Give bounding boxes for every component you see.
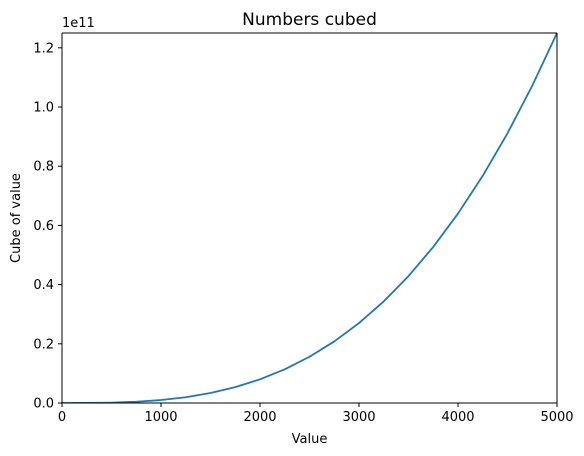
axes-layer (61, 32, 558, 404)
y-tick-label: 1.2 (33, 41, 54, 56)
y-offset-label: 1e11 (62, 16, 95, 31)
x-tick-label: 3000 (342, 410, 375, 425)
x-tick-label: 1000 (144, 410, 177, 425)
y-tick-label: 1.0 (33, 101, 54, 116)
x-tick-label: 4000 (441, 410, 474, 425)
ticks-layer: 0 1000 2000 3000 4000 5000 0.0 0.2 0.4 0.6 0.8 1.0 1… (33, 41, 573, 425)
x-tick-label: 0 (58, 410, 66, 425)
series-layer (62, 33, 557, 403)
y-tick-label: 0.2 (33, 337, 54, 352)
y-tick-label: 0.8 (33, 160, 54, 175)
x-tick-label: 2000 (243, 410, 276, 425)
labels-layer: 1e11 Numbers cubed Value Cube of value (9, 10, 377, 447)
x-tick-label: 5000 (540, 410, 573, 425)
y-tick-label: 0.6 (33, 219, 54, 234)
y-tick-label: 0.4 (33, 278, 54, 293)
plot-background (62, 33, 557, 403)
chart-title: Numbers cubed (242, 10, 377, 30)
y-tick-label: 0.0 (33, 397, 54, 412)
x-axis-label: Value (292, 432, 328, 447)
y-axis-label: Cube of value (9, 173, 24, 263)
plot-area (62, 33, 557, 403)
series-line-0 (62, 33, 557, 403)
